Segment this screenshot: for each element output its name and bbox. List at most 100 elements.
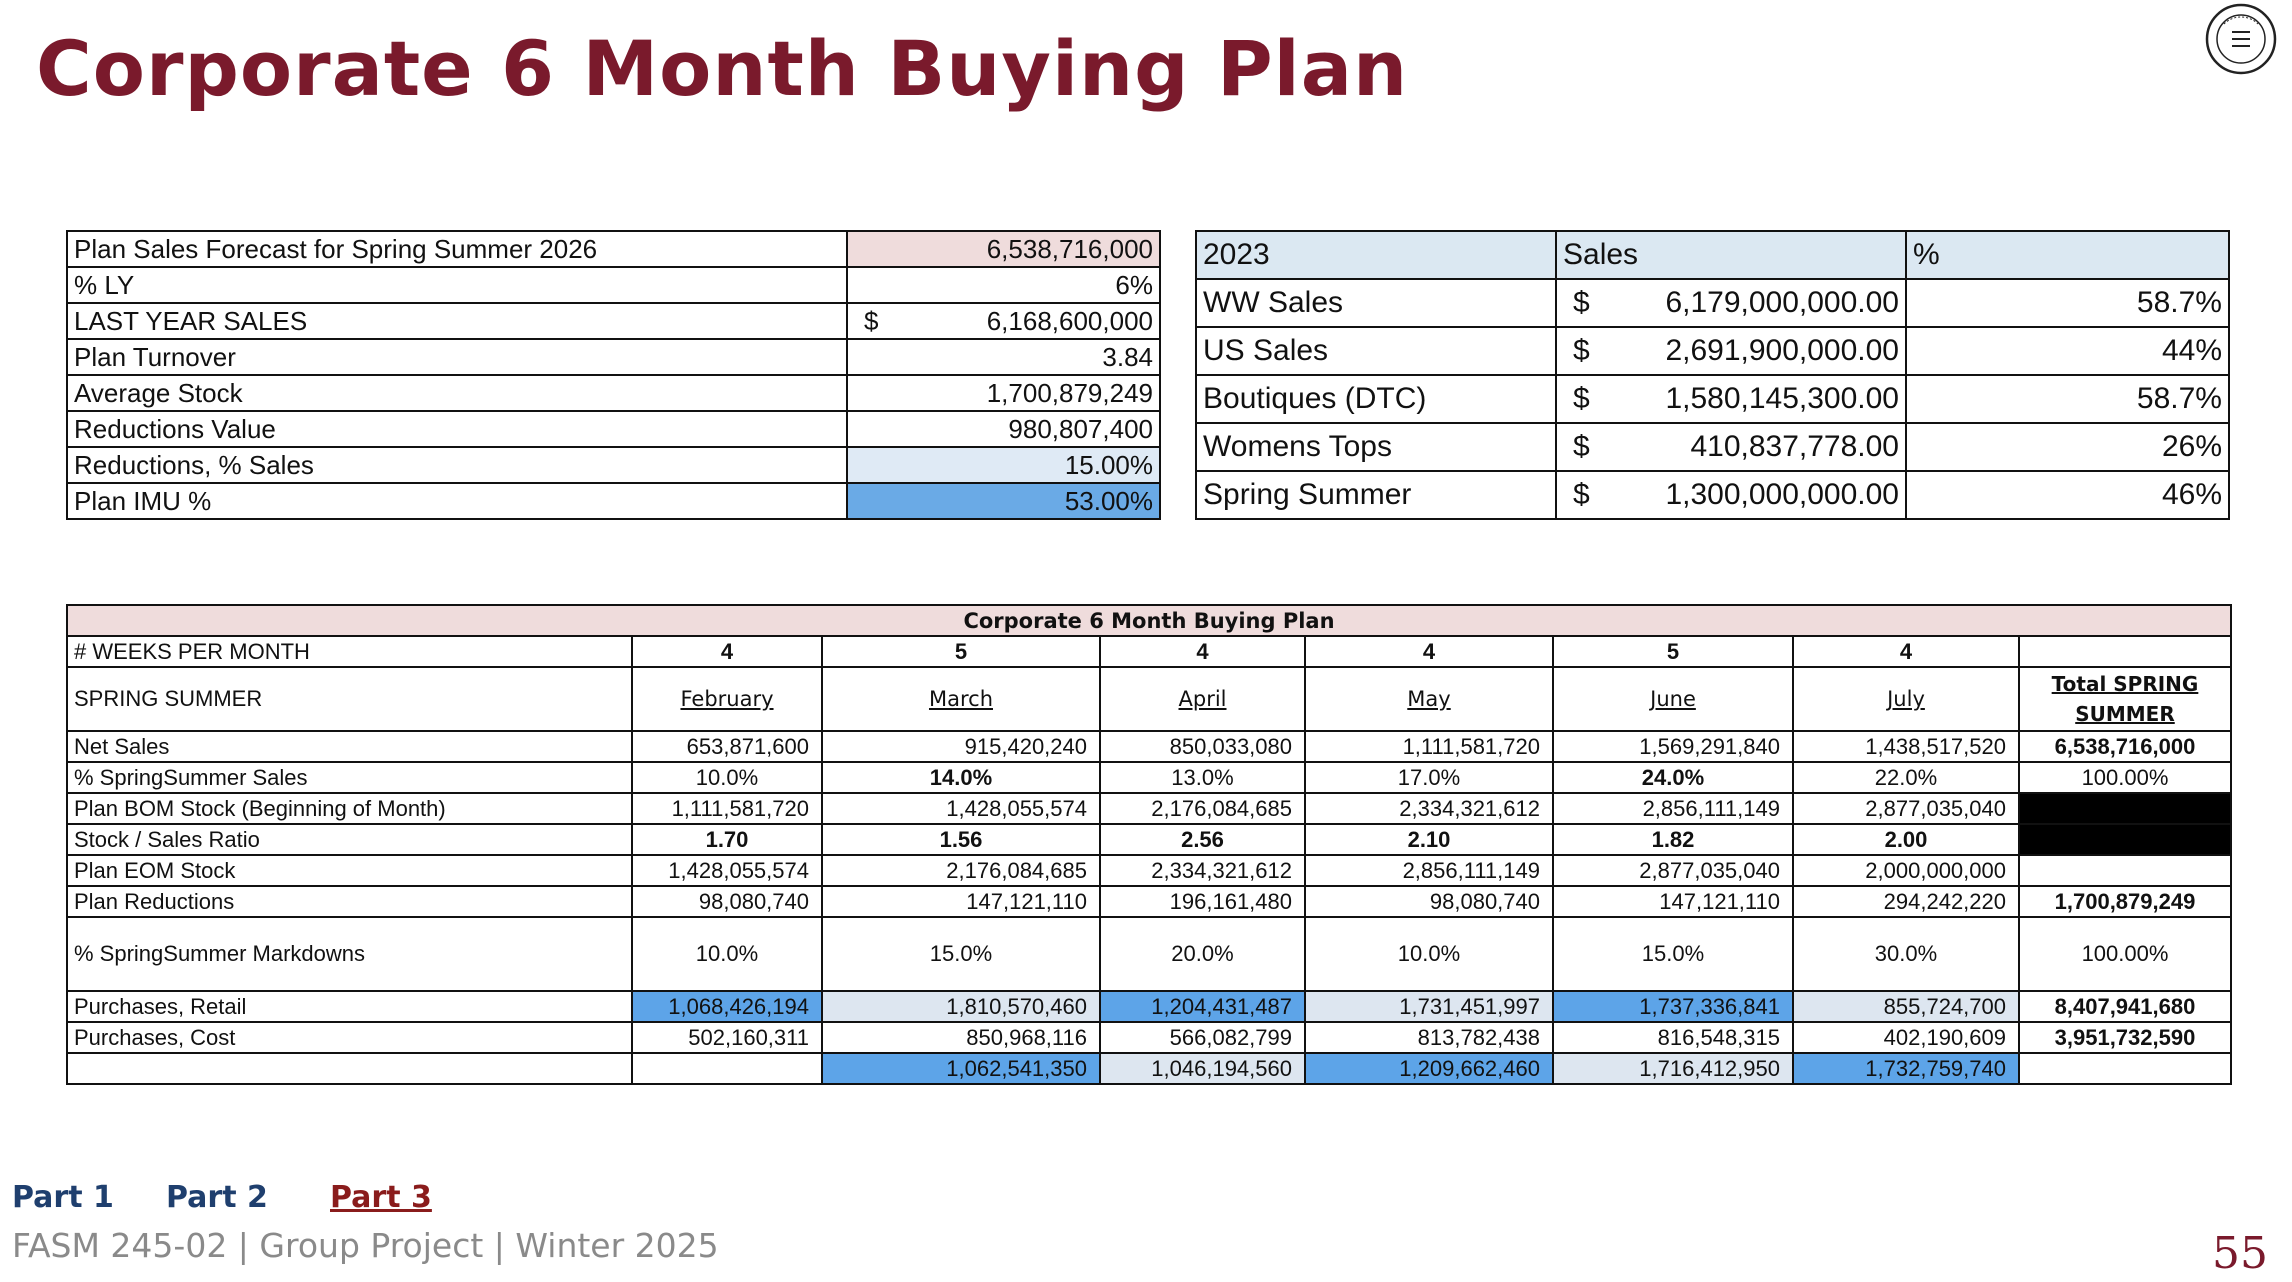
- sales-label: Boutiques (DTC): [1195, 374, 1557, 424]
- cell: 15.0%: [821, 916, 1101, 992]
- currency-symbol: $: [864, 305, 879, 336]
- sales-row: Boutiques (DTC) $1,580,145,300.00 58.7%: [1195, 374, 2230, 424]
- cell: 2,877,035,040: [1552, 854, 1794, 887]
- empty-cell: [631, 1052, 823, 1085]
- total-cell: 6,538,716,000: [2018, 730, 2232, 763]
- footer-text: FASM 245-02 | Group Project | Winter 202…: [12, 1226, 719, 1265]
- cell: 147,121,110: [1552, 885, 1794, 918]
- summary-value: 6%: [846, 266, 1161, 304]
- summary-label: Reductions, % Sales: [66, 446, 848, 484]
- row-label: Plan Reductions: [66, 885, 633, 918]
- part-2-link[interactable]: Part 2: [166, 1180, 268, 1215]
- cell: 850,033,080: [1099, 730, 1306, 763]
- cell: 1,209,662,460: [1304, 1052, 1554, 1085]
- cell: 20.0%: [1099, 916, 1306, 992]
- cell: 855,724,700: [1792, 990, 2020, 1023]
- summary-value: 6,168,600,000: [986, 305, 1153, 336]
- month-cell: March: [821, 666, 1101, 732]
- table-row: Purchases, Retail 1,068,426,194 1,810,57…: [66, 990, 2232, 1023]
- summary-label: % LY: [66, 266, 848, 304]
- summary-row: Plan IMU % 53.00%: [66, 482, 1161, 520]
- total-cell: 8,407,941,680: [2018, 990, 2232, 1023]
- month-label: June: [1650, 687, 1696, 711]
- sales-label: Womens Tops: [1195, 422, 1557, 472]
- cell: 850,968,116: [821, 1021, 1101, 1054]
- summary-label: Plan Turnover: [66, 338, 848, 376]
- header-year: 2023: [1195, 230, 1557, 280]
- cell: 402,190,609: [1792, 1021, 2020, 1054]
- page-title: Corporate 6 Month Buying Plan: [36, 24, 1409, 113]
- weeks-cell: 4: [631, 635, 823, 668]
- weeks-cell: 5: [821, 635, 1101, 668]
- row-label: SPRING SUMMER: [66, 666, 633, 732]
- cell: 2.56: [1099, 823, 1306, 856]
- summary-value: 980,807,400: [846, 410, 1161, 448]
- cell: 1,428,055,574: [631, 854, 823, 887]
- cell: 30.0%: [1792, 916, 2020, 992]
- table-row: % SpringSummer Sales 10.0% 14.0% 13.0% 1…: [66, 761, 2232, 794]
- weeks-cell: 5: [1552, 635, 1794, 668]
- sales-value-cell: $1,300,000,000.00: [1555, 470, 1907, 520]
- cell: 2,856,111,149: [1552, 792, 1794, 825]
- empty-cell: [2018, 635, 2232, 668]
- blacked-out-cell: [2018, 823, 2232, 856]
- sales-value-cell: $2,691,900,000.00: [1555, 326, 1907, 376]
- cell: 1,062,541,350: [821, 1052, 1101, 1085]
- sales-value: 410,837,778.00: [1690, 430, 1899, 463]
- cell: 1,428,055,574: [821, 792, 1101, 825]
- weeks-cell: 4: [1304, 635, 1554, 668]
- month-label: March: [928, 687, 993, 711]
- summary-value: 3.84: [846, 338, 1161, 376]
- weeks-row: # WEEKS PER MONTH 4 5 4 4 5 4: [66, 635, 2232, 668]
- summary-label: Reductions Value: [66, 410, 848, 448]
- sales-value: 6,179,000,000.00: [1665, 286, 1899, 319]
- cell: 1,068,426,194: [631, 990, 823, 1023]
- plan-summary-table: Plan Sales Forecast for Spring Summer 20…: [66, 230, 1161, 520]
- table-row: % SpringSummer Markdowns 10.0% 15.0% 20.…: [66, 916, 2232, 992]
- sales-value-cell: $410,837,778.00: [1555, 422, 1907, 472]
- sales-value: 2,691,900,000.00: [1665, 334, 1899, 367]
- months-row: SPRING SUMMER February March April May J…: [66, 666, 2232, 732]
- sales-value-cell: $1,580,145,300.00: [1555, 374, 1907, 424]
- summary-value: 53.00%: [846, 482, 1161, 520]
- cell: 1,111,581,720: [631, 792, 823, 825]
- buying-plan-table: Corporate 6 Month Buying Plan # WEEKS PE…: [66, 604, 2232, 1085]
- table-row: Plan EOM Stock 1,428,055,574 2,176,084,6…: [66, 854, 2232, 887]
- cell: 1,111,581,720: [1304, 730, 1554, 763]
- part-3-link[interactable]: Part 3: [330, 1180, 432, 1215]
- summary-row: Reductions, % Sales 15.00%: [66, 446, 1161, 484]
- month-label: February: [680, 687, 774, 711]
- table-row: 1,062,541,350 1,046,194,560 1,209,662,46…: [66, 1052, 2232, 1085]
- total-cell: 1,700,879,249: [2018, 885, 2232, 918]
- cell: 1,569,291,840: [1552, 730, 1794, 763]
- row-label: [66, 1052, 633, 1085]
- cell: 566,082,799: [1099, 1021, 1306, 1054]
- total-cell: 100.00%: [2018, 916, 2232, 992]
- part-1-link[interactable]: Part 1: [12, 1180, 114, 1215]
- cell: 2,856,111,149: [1304, 854, 1554, 887]
- sales-row: WW Sales $6,179,000,000.00 58.7%: [1195, 278, 2230, 328]
- summary-label: Plan IMU %: [66, 482, 848, 520]
- header-pct: %: [1905, 230, 2230, 280]
- cell: 2,176,084,685: [1099, 792, 1306, 825]
- month-label: April: [1178, 687, 1227, 711]
- row-label: Plan EOM Stock: [66, 854, 633, 887]
- cell: 816,548,315: [1552, 1021, 1794, 1054]
- cell: 147,121,110: [821, 885, 1101, 918]
- cell: 1,438,517,520: [1792, 730, 2020, 763]
- sales-value: 1,580,145,300.00: [1665, 382, 1899, 415]
- summary-row: Average Stock 1,700,879,249: [66, 374, 1161, 412]
- cell: 1,204,431,487: [1099, 990, 1306, 1023]
- blacked-out-cell: [2018, 792, 2232, 825]
- sales-label: Spring Summer: [1195, 470, 1557, 520]
- cell: 13.0%: [1099, 761, 1306, 794]
- cell: 14.0%: [821, 761, 1101, 794]
- cell: 10.0%: [631, 916, 823, 992]
- sales-value-cell: $6,179,000,000.00: [1555, 278, 1907, 328]
- total-cell: 100.00%: [2018, 761, 2232, 794]
- row-label: % SpringSummer Sales: [66, 761, 633, 794]
- sales-pct: 44%: [1905, 326, 2230, 376]
- sales-pct: 46%: [1905, 470, 2230, 520]
- cell: 98,080,740: [631, 885, 823, 918]
- row-label: Purchases, Cost: [66, 1021, 633, 1054]
